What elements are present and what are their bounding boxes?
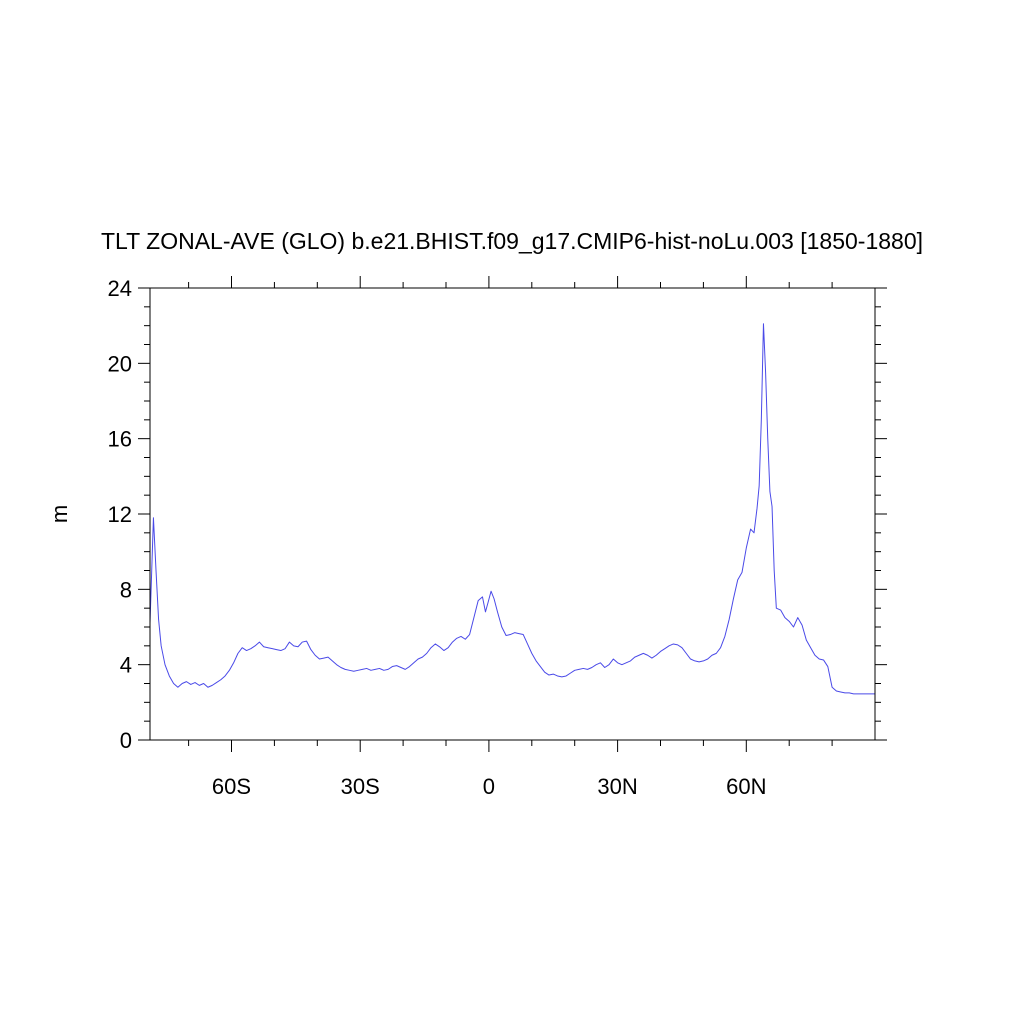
y-tick-label: 16 xyxy=(108,427,132,452)
y-tick-label: 0 xyxy=(120,728,132,753)
x-tick-label: 30N xyxy=(597,774,637,799)
y-axis-label: m xyxy=(47,505,72,523)
y-tick-label: 8 xyxy=(120,577,132,602)
tick-labels: 0 4 8 12 16 20 24 60S 30S 0 30N 60N xyxy=(108,276,767,799)
x-tick-label: 30S xyxy=(341,774,380,799)
plot-frame xyxy=(149,287,876,741)
x-tick-label: 0 xyxy=(483,774,495,799)
series-line xyxy=(149,323,875,695)
y-tick-label: 20 xyxy=(108,351,132,376)
y-tick-label: 12 xyxy=(108,502,132,527)
x-tick-label: 60N xyxy=(726,774,766,799)
y-tick-label: 4 xyxy=(120,653,132,678)
x-tick-label: 60S xyxy=(212,774,251,799)
y-tick-label: 24 xyxy=(108,276,132,301)
chart-title: TLT ZONAL-AVE (GLO) b.e21.BHIST.f09_g17.… xyxy=(101,228,923,254)
axis-ticks xyxy=(138,276,887,752)
